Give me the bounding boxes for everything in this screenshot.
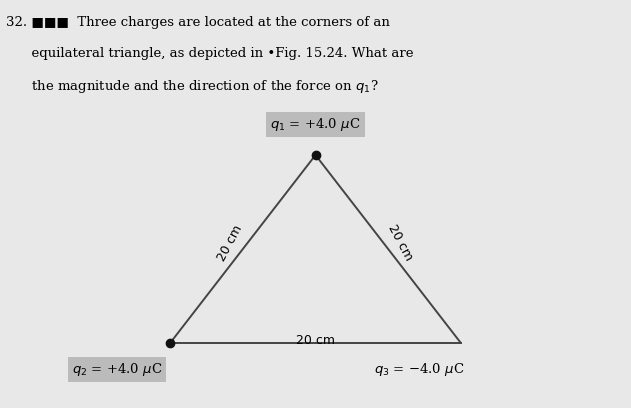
Text: 20 cm: 20 cm <box>296 334 335 347</box>
Text: $q_2$ = +4.0 $\mu$C: $q_2$ = +4.0 $\mu$C <box>71 361 162 378</box>
Text: $q_3$ = −4.0 $\mu$C: $q_3$ = −4.0 $\mu$C <box>374 361 465 378</box>
Text: 32. ■■■  Three charges are located at the corners of an: 32. ■■■ Three charges are located at the… <box>6 16 390 29</box>
Text: 20 cm: 20 cm <box>386 222 416 263</box>
Text: the magnitude and the direction of the force on $q_1$?: the magnitude and the direction of the f… <box>6 78 379 95</box>
Text: 20 cm: 20 cm <box>215 222 245 263</box>
Text: $q_1$ = +4.0 $\mu$C: $q_1$ = +4.0 $\mu$C <box>270 116 361 133</box>
Text: equilateral triangle, as depicted in •Fig. 15.24. What are: equilateral triangle, as depicted in •Fi… <box>6 47 414 60</box>
